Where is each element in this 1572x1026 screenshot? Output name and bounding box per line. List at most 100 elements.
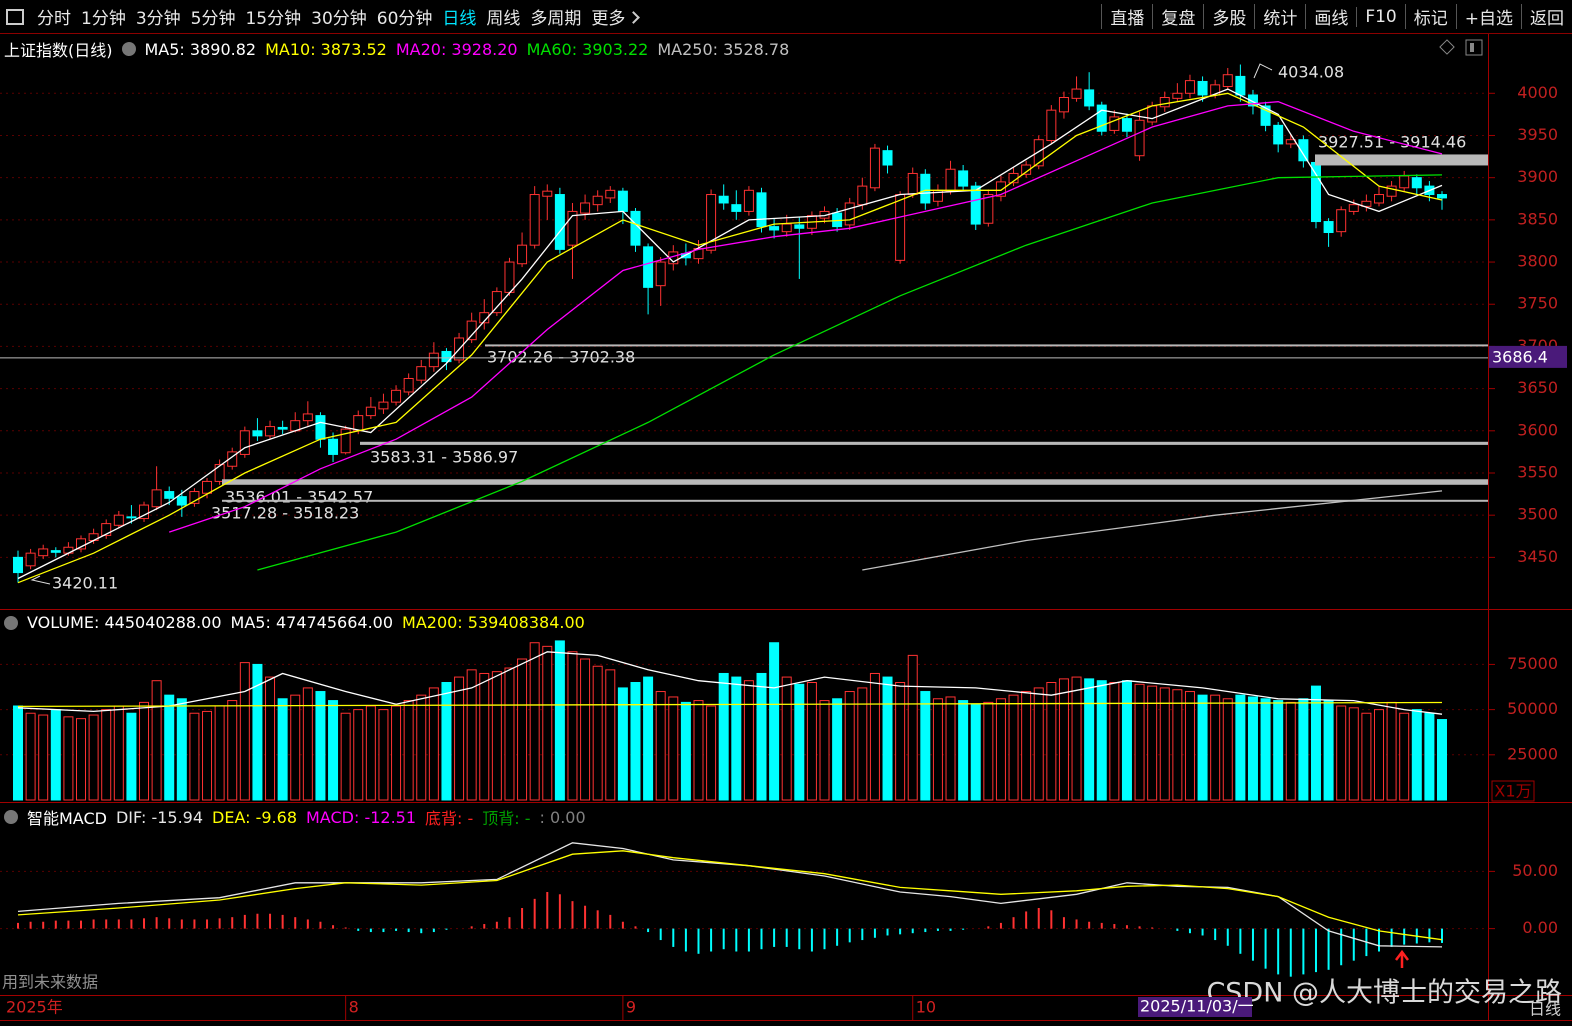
volume-bar <box>617 687 628 801</box>
y-tick-label: 4000 <box>1517 83 1558 102</box>
candle-body <box>1134 119 1145 157</box>
collapse-icon[interactable] <box>4 615 18 630</box>
period-tab[interactable]: 周线 <box>486 9 521 29</box>
extreme-label: 4034.08 <box>1278 63 1344 82</box>
volume-bar <box>353 709 364 801</box>
period-tab[interactable]: 多周期 <box>530 9 582 29</box>
candle-body <box>1084 89 1095 107</box>
candle-body <box>50 550 61 553</box>
candle-body <box>139 504 150 520</box>
volume-bar <box>706 705 717 801</box>
volume-bar <box>1298 698 1309 801</box>
volume-bar <box>1235 694 1246 801</box>
volume-bar <box>176 698 187 801</box>
volume-bar <box>1033 687 1044 801</box>
period-tab[interactable]: 30分钟 <box>311 9 367 29</box>
y-tick-label: 50000 <box>1507 699 1558 718</box>
volume-bar <box>1021 691 1032 801</box>
watermark: CSDN @人大博士的交易之路 <box>1206 978 1562 1009</box>
candle-body <box>995 181 1006 197</box>
period-tab[interactable]: 更多 <box>586 4 643 29</box>
extreme-label: 3420.11 <box>52 574 118 593</box>
action-button[interactable]: F10 <box>1356 6 1404 27</box>
y-tick-label: 3800 <box>1517 252 1558 271</box>
collapse-icon[interactable] <box>4 810 18 824</box>
volume-bar <box>1399 712 1410 801</box>
candle-body <box>1411 177 1422 189</box>
price-band <box>1315 154 1488 166</box>
period-tab[interactable]: 3分钟 <box>135 9 181 29</box>
candle-body <box>844 202 855 226</box>
candle-body <box>756 192 767 228</box>
action-button[interactable]: +自选 <box>1455 4 1521 29</box>
volume-bar <box>731 676 742 801</box>
indicator-line <box>257 174 1443 571</box>
candle-body <box>1197 80 1208 96</box>
period-tabs: 分时 1分钟 3分钟 5分钟 15分钟 30分钟 60分钟 日线 周线 多周期 更多 <box>0 0 643 33</box>
y-tick-label: 3600 <box>1517 420 1558 439</box>
candle-body <box>517 244 528 265</box>
period-tab[interactable]: 分时 <box>37 9 71 29</box>
period-tab[interactable]: 1分钟 <box>81 9 126 29</box>
action-button[interactable]: 标记 <box>1404 4 1456 29</box>
candle-body <box>252 430 263 437</box>
volume-bar <box>958 700 969 801</box>
volume-bar <box>756 672 767 801</box>
volume-bar <box>227 700 238 801</box>
candle-body <box>441 350 452 363</box>
candle-body <box>353 415 364 432</box>
candle-body <box>542 190 553 197</box>
icon[interactable] <box>1439 39 1455 55</box>
candle-body <box>1071 88 1082 99</box>
volume-bar <box>1424 712 1435 801</box>
volume-bar <box>328 700 339 801</box>
candle-body <box>592 195 603 206</box>
candle-body <box>239 430 250 455</box>
candle-body <box>13 556 23 574</box>
volume-bar <box>630 682 641 801</box>
icon[interactable] <box>1465 39 1483 56</box>
volume-bar <box>693 700 704 801</box>
volume-bar <box>1336 705 1347 801</box>
period-tab[interactable]: 日线 <box>442 9 477 29</box>
y-tick-label: 50.00 <box>1512 861 1558 880</box>
legend-entry: MA5: 3890.82 <box>144 39 257 59</box>
volume-bar <box>202 710 213 801</box>
volume-bar <box>1121 680 1132 801</box>
action-button[interactable]: 统计 <box>1254 4 1305 29</box>
candle-body <box>630 210 641 246</box>
legend-title: 智能MACD <box>27 809 107 828</box>
action-button[interactable]: 返回 <box>1521 4 1572 29</box>
volume-bar <box>995 698 1006 801</box>
candle-body <box>1361 200 1372 207</box>
candle-body <box>491 291 502 314</box>
candle-body <box>378 401 389 410</box>
price-band <box>360 441 1488 445</box>
menu-icon[interactable] <box>6 8 24 25</box>
volume-bar <box>542 645 553 801</box>
action-button[interactable]: 复盘 <box>1152 4 1203 29</box>
period-tab[interactable]: 5分钟 <box>190 9 236 29</box>
candle-body <box>1235 75 1246 96</box>
action-button[interactable]: 画线 <box>1305 4 1356 29</box>
candle-body <box>25 552 36 567</box>
volume-bar <box>605 669 616 801</box>
volume-bar <box>479 672 490 801</box>
candle-body <box>214 464 225 482</box>
action-button[interactable]: 直播 <box>1101 4 1152 29</box>
arrow <box>30 575 51 585</box>
y-tick-label: 3450 <box>1517 547 1558 566</box>
candle-body <box>428 352 439 368</box>
volume-bar <box>806 682 817 801</box>
candle-body <box>970 185 981 225</box>
action-button[interactable]: 多股 <box>1203 4 1254 29</box>
price-band <box>222 479 1488 485</box>
volume-bar <box>365 705 376 801</box>
candle-body <box>1386 185 1397 197</box>
period-tab[interactable]: 15分钟 <box>245 9 302 29</box>
volume-bar <box>63 716 74 801</box>
volume-bar <box>1348 707 1359 801</box>
period-tab[interactable]: 60分钟 <box>376 9 433 29</box>
collapse-icon[interactable] <box>121 42 136 56</box>
